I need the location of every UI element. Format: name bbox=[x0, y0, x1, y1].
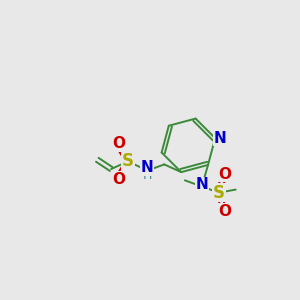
Text: N: N bbox=[196, 178, 208, 193]
Text: O: O bbox=[218, 167, 231, 182]
Text: H: H bbox=[143, 169, 152, 182]
Text: S: S bbox=[213, 184, 225, 202]
Text: O: O bbox=[112, 136, 125, 151]
Text: O: O bbox=[112, 172, 125, 187]
Text: S: S bbox=[122, 152, 134, 170]
Text: O: O bbox=[218, 204, 231, 219]
Text: N: N bbox=[213, 131, 226, 146]
Text: N: N bbox=[141, 160, 154, 175]
